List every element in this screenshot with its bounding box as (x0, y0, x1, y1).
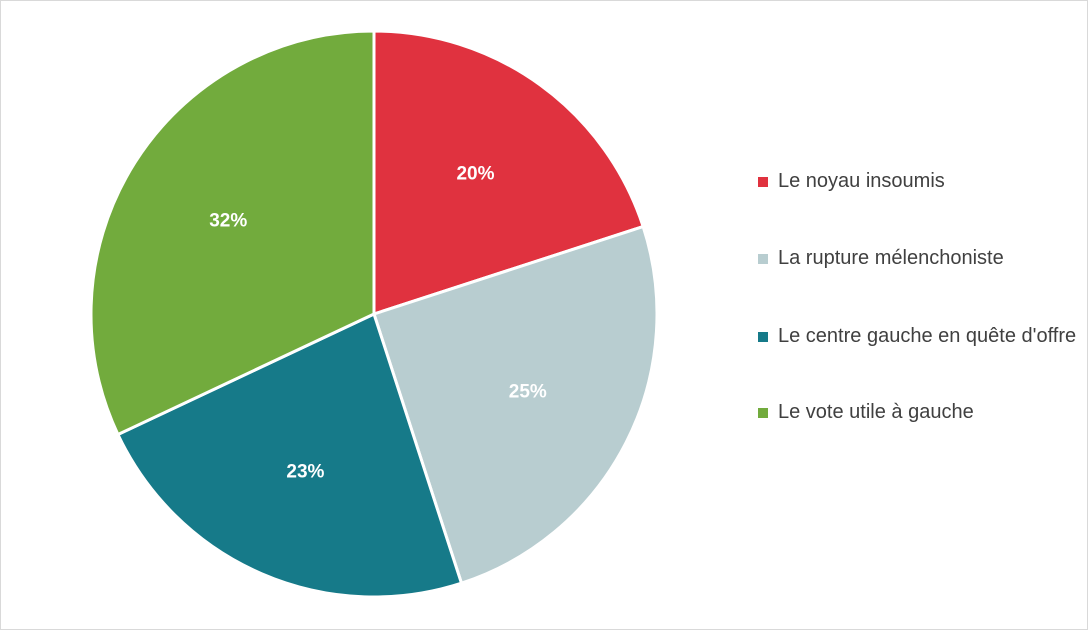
legend-swatch (758, 254, 768, 264)
legend-swatch (758, 408, 768, 418)
legend-item: Le centre gauche en quête d'offre (758, 321, 1078, 352)
slice-label: 32% (209, 211, 247, 232)
legend-item: La rupture mélenchoniste (758, 243, 1078, 274)
legend-item: Le noyau insoumis (758, 166, 1078, 197)
pie-slice (372, 224, 659, 586)
slice-label: 23% (286, 461, 324, 482)
slice-label: 25% (509, 381, 547, 402)
pie-slice (115, 311, 464, 599)
pie-slice (89, 29, 376, 437)
legend-swatch (758, 332, 768, 342)
pie-slice (372, 29, 646, 317)
legend-label: Le centre gauche en quête d'offre (778, 325, 1077, 347)
slice-label: 20% (456, 163, 494, 184)
legend-label: La rupture mélenchoniste (778, 247, 1004, 269)
legend-label: Le vote utile à gauche (778, 401, 974, 423)
legend-swatch (758, 177, 768, 187)
legend-label: Le noyau insoumis (778, 170, 945, 192)
legend-item: Le vote utile à gauche (758, 397, 1078, 428)
